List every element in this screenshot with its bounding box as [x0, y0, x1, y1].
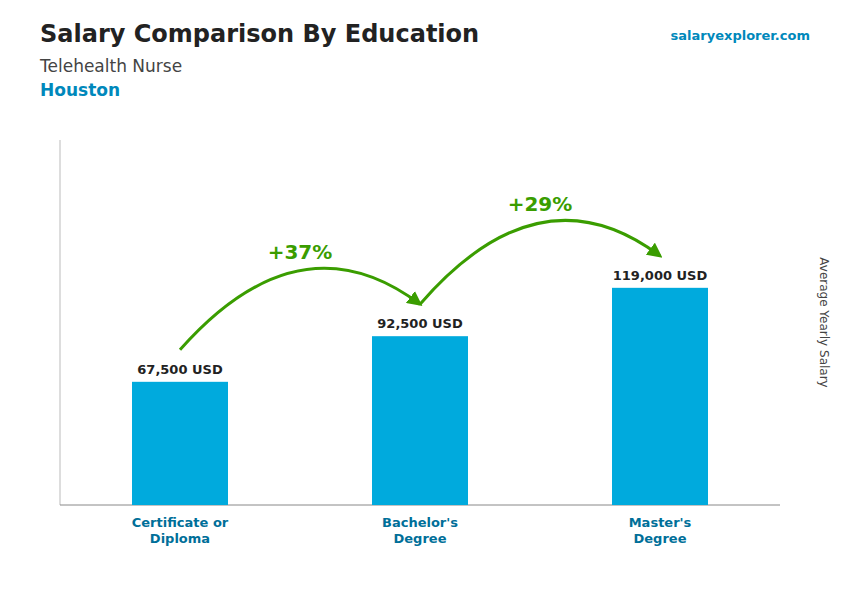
annotation: +37%	[268, 240, 333, 264]
category-label-line: Diploma	[150, 531, 210, 546]
bars	[132, 288, 708, 505]
source: salaryexplorer.com	[671, 28, 810, 43]
chart-container: Salary Comparison By Education Telehealth…	[0, 0, 850, 606]
annotation: +29%	[508, 192, 573, 216]
data-label: 119,000 USD	[613, 268, 708, 283]
bar	[132, 382, 228, 505]
category-label-line: Master's	[629, 515, 692, 530]
bar	[612, 288, 708, 505]
category-label: Certificate orDiploma	[132, 515, 229, 546]
subtitle: Houston	[40, 80, 120, 100]
category-label-line: Degree	[634, 531, 687, 546]
data-label: 67,500 USD	[137, 362, 223, 377]
bar	[372, 336, 468, 505]
arc-arrow	[180, 268, 420, 350]
title: Salary Comparison By Education	[40, 20, 479, 48]
category-label: Bachelor'sDegree	[382, 515, 458, 546]
category-label-line: Certificate or	[132, 515, 229, 530]
subtitle: Telehealth Nurse	[39, 56, 182, 76]
data-label: 92,500 USD	[377, 316, 463, 331]
arc-arrow	[420, 220, 660, 304]
y-axis-line	[60, 140, 61, 505]
category-label-line: Degree	[394, 531, 447, 546]
chart-svg: Salary Comparison By Education Telehealth…	[0, 0, 850, 606]
category-label: Master'sDegree	[629, 515, 692, 546]
y-axis-label: Average Yearly Salary	[817, 257, 831, 387]
category-label-line: Bachelor's	[382, 515, 458, 530]
